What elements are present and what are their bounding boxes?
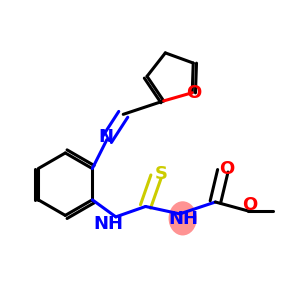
Text: NH: NH: [93, 215, 123, 233]
Text: NH: NH: [168, 210, 198, 228]
Text: O: O: [219, 160, 234, 178]
Text: O: O: [242, 196, 257, 214]
Text: N: N: [98, 128, 113, 146]
Ellipse shape: [169, 201, 197, 236]
Text: S: S: [155, 165, 168, 183]
Text: O: O: [186, 84, 201, 102]
